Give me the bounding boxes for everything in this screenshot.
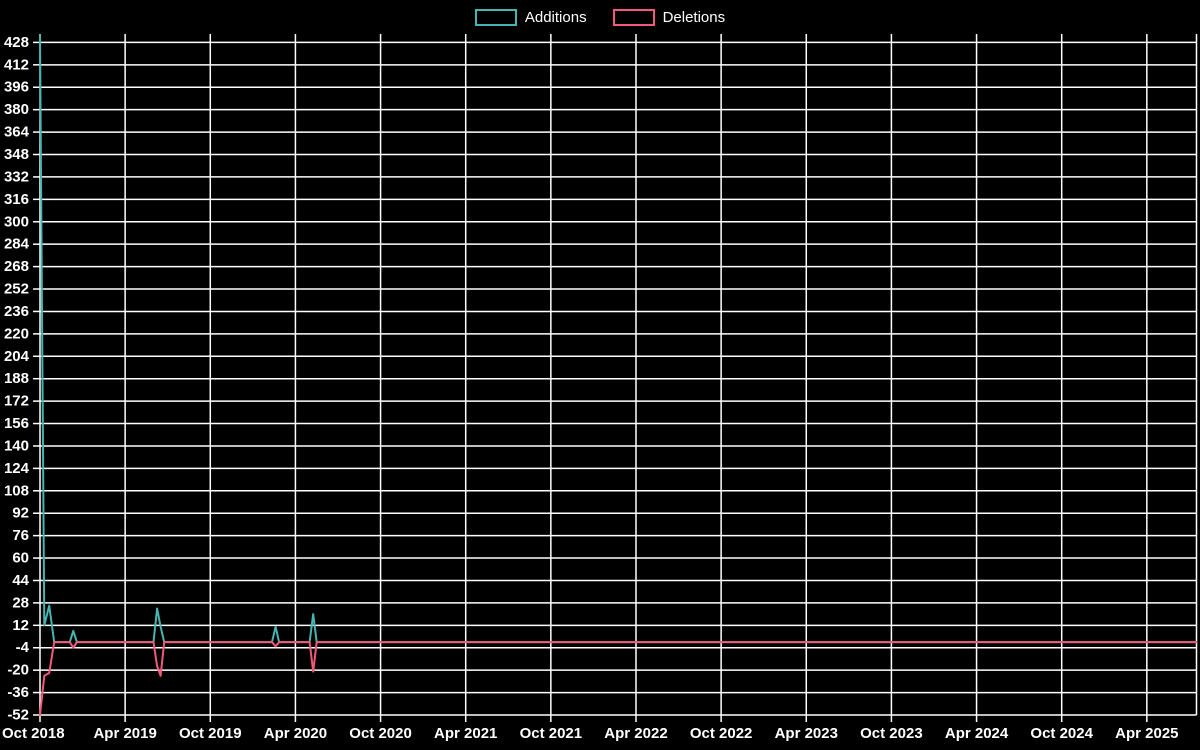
data-series (39, 34, 1198, 716)
axis-ticks (33, 41, 1148, 722)
y-axis-tick-label: 140 (4, 437, 29, 454)
y-axis-tick-label: 60 (12, 550, 29, 567)
y-axis-tick-label: 124 (4, 460, 30, 477)
y-axis-tick-label: 316 (4, 191, 29, 208)
chart-legend: Additions Deletions (0, 8, 1200, 27)
y-axis-tick-label: 220 (4, 325, 29, 342)
y-axis-tick-label: 172 (4, 393, 29, 410)
additions-legend-label: Additions (524, 9, 587, 26)
x-axis-tick-label: Apr 2022 (604, 725, 667, 742)
deletions-swatch-icon (612, 9, 655, 26)
x-axis-tick-label: Apr 2020 (264, 725, 327, 742)
y-axis-tick-label: 364 (4, 124, 30, 141)
y-axis-tick-label: 396 (4, 79, 29, 96)
axis-labels: 428 412 396 380 364 348 332 316 300 284 268 252 236 2… (2, 34, 1179, 742)
x-axis-tick-label: Oct 2019 (179, 725, 242, 742)
x-axis-tick-label: Apr 2024 (945, 725, 1009, 742)
y-axis-tick-label: 300 (4, 213, 29, 230)
y-axis-tick-label: 428 (4, 34, 29, 51)
y-axis-tick-label: -36 (7, 684, 29, 701)
x-axis-tick-label: Apr 2021 (434, 725, 497, 742)
legend-item-deletions[interactable]: Deletions (612, 8, 726, 27)
x-axis-tick-label: Oct 2024 (1030, 725, 1093, 742)
y-axis-tick-label: 28 (12, 594, 29, 611)
y-axis-tick-label: 332 (4, 168, 29, 185)
x-axis-tick-label: Oct 2021 (520, 725, 583, 742)
y-axis-tick-label: 284 (4, 236, 30, 253)
y-axis-tick-label: 204 (4, 348, 30, 365)
x-axis-tick-label: Apr 2025 (1115, 725, 1178, 742)
x-axis-tick-label: Oct 2022 (690, 725, 753, 742)
deletions-line (39, 641, 1198, 716)
legend-item-additions[interactable]: Additions (474, 8, 587, 27)
x-axis-tick-label: Apr 2023 (775, 725, 838, 742)
y-axis-tick-label: 156 (4, 415, 29, 432)
y-axis-tick-label: 380 (4, 101, 29, 118)
x-axis-tick-label: Apr 2019 (93, 725, 156, 742)
x-axis-tick-label: Oct 2023 (860, 725, 923, 742)
additions-swatch-icon (474, 9, 517, 26)
x-axis-tick-label: Oct 2020 (349, 725, 412, 742)
y-axis-tick-label: 108 (4, 482, 29, 499)
y-axis-tick-label: 188 (4, 370, 29, 387)
y-axis-tick-label: 92 (12, 505, 29, 522)
y-axis-tick-label: 268 (4, 258, 29, 275)
additions-line (39, 34, 1198, 644)
y-axis-tick-label: 44 (12, 572, 29, 589)
deletions-legend-label: Deletions (662, 9, 726, 26)
y-axis-tick-label: 412 (4, 56, 29, 73)
gridlines (39, 34, 1198, 716)
y-axis-tick-label: 76 (12, 527, 29, 544)
y-axis-tick-label: 236 (4, 303, 29, 320)
y-axis-tick-label: -52 (7, 707, 29, 724)
y-axis-tick-label: 12 (12, 617, 29, 634)
y-axis-tick-label: -20 (7, 662, 29, 679)
y-axis-tick-label: 348 (4, 146, 29, 163)
y-axis-tick-label: -4 (16, 639, 30, 656)
x-axis-tick-label: Oct 2018 (2, 725, 65, 742)
y-axis-tick-label: 252 (4, 281, 29, 298)
